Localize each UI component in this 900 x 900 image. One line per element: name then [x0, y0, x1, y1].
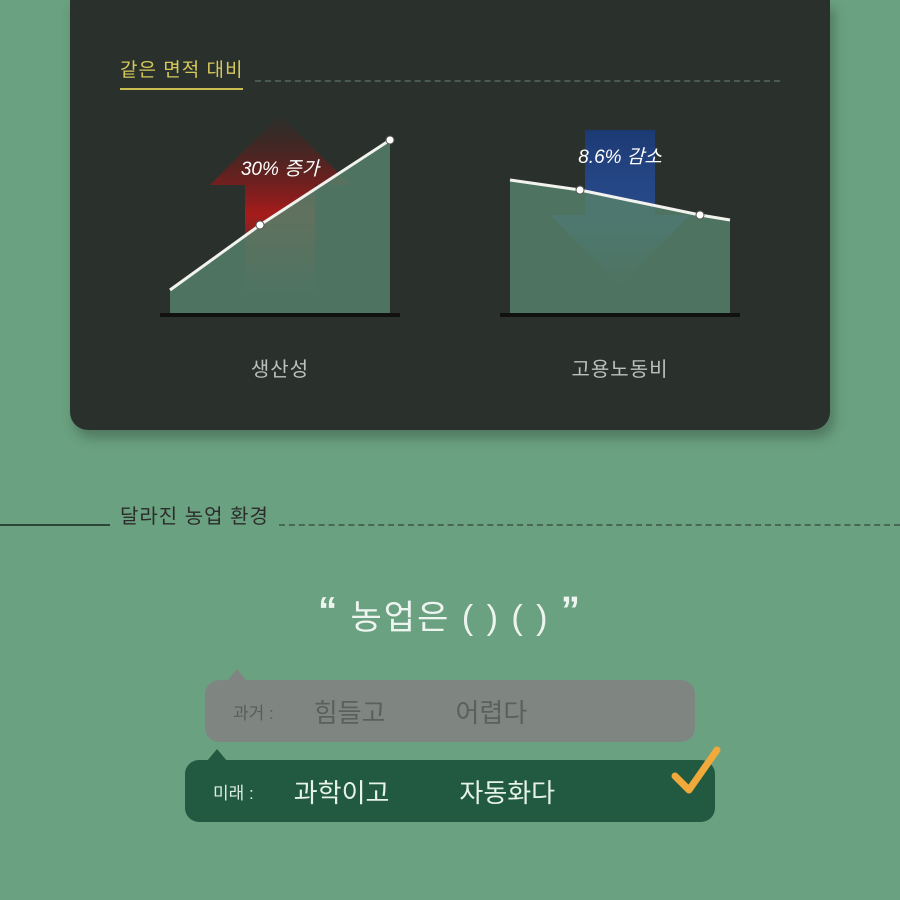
bubble-past-tail: [227, 669, 247, 681]
bubble-past: 과거 : 힘들고 어렵다: [205, 680, 695, 742]
checkmark-icon: [667, 742, 727, 802]
quote-open: “: [318, 590, 339, 632]
chart-productivity: 30% 증가 생산성: [130, 115, 430, 382]
quote-close: ”: [561, 590, 582, 632]
bubble-future-word2: 자동화다: [459, 773, 555, 810]
panel-title: 같은 면적 대비: [120, 55, 243, 90]
svg-text:8.6% 감소: 8.6% 감소: [578, 147, 662, 168]
labor-cost-area-chart: 8.6% 감소: [470, 115, 770, 335]
svg-text:30% 증가: 30% 증가: [241, 159, 322, 180]
productivity-area-chart: 30% 증가: [130, 115, 430, 335]
panel-header: 같은 면적 대비: [120, 55, 780, 90]
quote-text: 농업은 ( ) ( ): [351, 599, 561, 637]
fill-in-quote: “ 농업은 ( ) ( ) ”: [0, 590, 900, 639]
section2-dash: [279, 524, 900, 526]
chart-labor-cost: 8.6% 감소 고용노동비: [470, 115, 770, 382]
charts-row: 30% 증가 생산성 8.6% 감소 고용노동비: [130, 115, 770, 382]
bubble-past-label: 과거 :: [233, 699, 274, 724]
chart-label-productivity: 생산성: [130, 353, 430, 382]
bubble-future-label: 미래 :: [213, 779, 254, 804]
section2-header: 달라진 농업 환경: [0, 500, 900, 529]
bubble-future-word1: 과학이고: [294, 773, 390, 810]
section2-line-left: [0, 524, 110, 526]
bubble-past-word2: 어렵다: [456, 693, 528, 730]
bubble-future-tail: [207, 749, 227, 761]
panel-dash: [255, 80, 780, 82]
section2-title: 달라진 농업 환경: [120, 500, 269, 529]
comparison-panel: 같은 면적 대비 30% 증가 생산성 8.6% 감소 고용노동비: [70, 0, 830, 430]
chart-label-labor: 고용노동비: [470, 353, 770, 382]
bubble-past-word1: 힘들고: [314, 693, 386, 730]
bubble-future: 미래 : 과학이고 자동화다: [185, 760, 715, 822]
